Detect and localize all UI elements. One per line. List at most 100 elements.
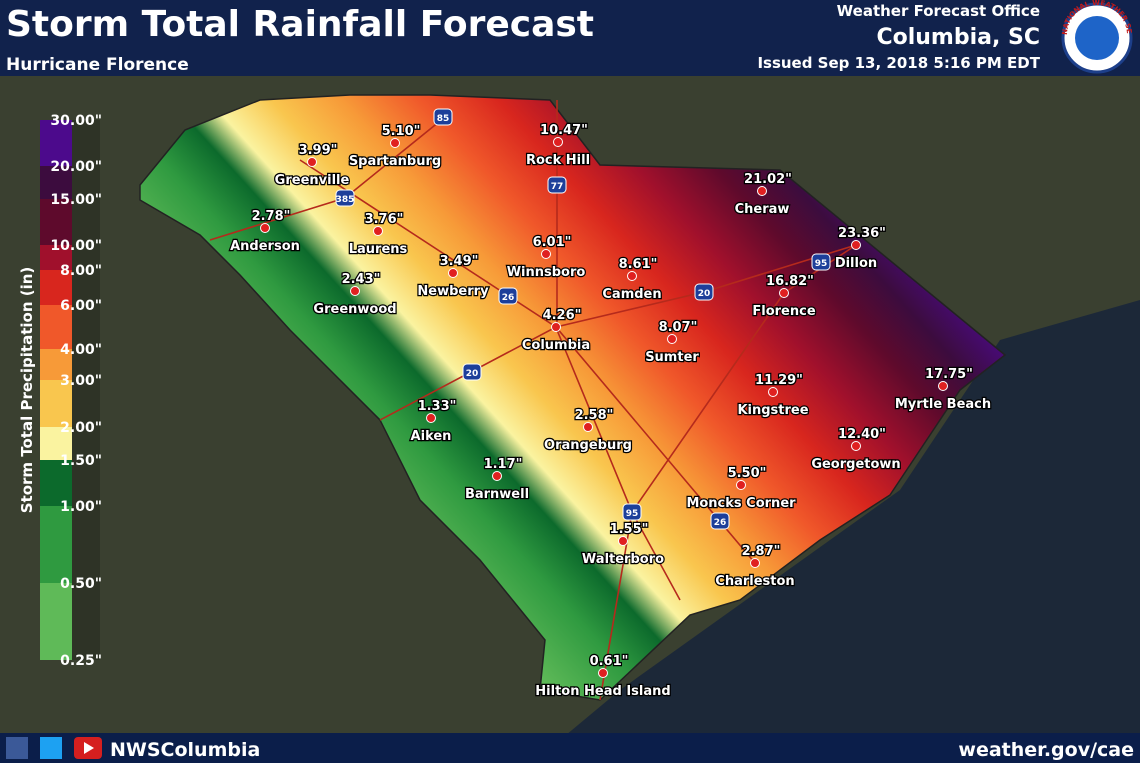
city-value: 1.55" <box>610 522 649 537</box>
city-dot <box>350 286 360 296</box>
city-value: 3.99" <box>299 143 338 158</box>
city-name: Columbia <box>522 338 590 353</box>
legend-swatch <box>40 120 72 166</box>
legend-swatch <box>40 166 72 199</box>
legend-label: 10.00" <box>50 238 102 254</box>
cities: 5.10" Spartanburg 3.99" Greenville 10.47" Roc… <box>229 122 993 701</box>
city-name: Myrtle Beach <box>895 397 991 412</box>
city-name: Dillon <box>835 256 877 271</box>
legend-swatch <box>40 460 72 506</box>
legend-swatch <box>40 427 72 460</box>
legend-swatch <box>40 199 72 245</box>
city-name: Winnsboro <box>507 265 586 280</box>
city-dot <box>583 422 593 432</box>
city-dot <box>618 536 628 546</box>
legend-swatch <box>40 349 72 380</box>
legend: 30.00" 20.00" 15.00" 10.00" 8.00" 6.00" 4.00" 3… <box>40 113 102 669</box>
city-dot <box>627 271 637 281</box>
play-glyph <box>84 742 94 754</box>
shield <box>622 503 642 521</box>
city-value: 2.43" <box>342 272 381 287</box>
shield-number: 20 <box>466 369 479 379</box>
shield <box>462 363 482 381</box>
legend-label: 30.00" <box>50 113 102 129</box>
legend-swatch <box>40 583 72 660</box>
shield <box>811 253 831 271</box>
legend-label: 20.00" <box>50 159 102 175</box>
city-dot <box>492 471 502 481</box>
city-value: 12.40" <box>838 427 886 442</box>
shield <box>694 283 714 301</box>
city-value: 2.87" <box>742 544 781 559</box>
city-dot <box>851 240 861 250</box>
legend-label: 15.00" <box>50 192 102 208</box>
legend-swatch <box>40 270 72 305</box>
city-value: 1.33" <box>418 399 457 414</box>
city-name: Orangeburg <box>544 438 632 453</box>
twitter-icon[interactable] <box>40 737 62 759</box>
city-value: 5.50" <box>728 466 767 481</box>
shield-number: 26 <box>714 518 727 528</box>
facebook-icon[interactable] <box>6 737 28 759</box>
header-bar <box>0 0 1140 76</box>
city-name: Sumter <box>645 350 699 365</box>
city-name: Greenville <box>275 173 350 188</box>
city-name: Moncks Corner <box>686 496 796 511</box>
city-dot <box>373 226 383 236</box>
office: Weather Forecast Office <box>837 2 1040 20</box>
city-value: 0.61" <box>590 654 629 669</box>
city-value: 11.29" <box>755 373 803 388</box>
city-value: 21.02" <box>744 172 792 187</box>
legend-label: 0.50" <box>60 576 102 592</box>
city-name: Charleston <box>715 574 794 589</box>
legend-label: 6.00" <box>60 298 102 314</box>
highway-shields: 85 77 385 26 20 95 20 95 26 <box>335 108 831 530</box>
city-value: 1.17" <box>484 457 523 472</box>
location: Columbia, SC <box>876 25 1040 50</box>
nws-logo-inner <box>1075 16 1119 60</box>
city-value: 5.10" <box>382 124 421 139</box>
footer-handle[interactable]: NWSColumbia <box>110 739 260 761</box>
legend-swatch <box>40 506 72 583</box>
city-value: 8.07" <box>659 320 698 335</box>
issued: Issued Sep 13, 2018 5:16 PM EDT <box>757 54 1040 72</box>
legend-label: 3.00" <box>60 373 102 389</box>
shield-number: 77 <box>551 182 564 192</box>
city-dot <box>736 480 746 490</box>
legend-label: 1.00" <box>60 499 102 515</box>
city-name: Camden <box>602 287 661 302</box>
legend-label: 8.00" <box>60 263 102 279</box>
city-dot <box>260 223 270 233</box>
shield <box>433 108 453 126</box>
city-dot <box>390 138 400 148</box>
city-dot <box>551 322 561 332</box>
city-name: Aiken <box>411 429 452 444</box>
city-name: Walterboro <box>582 552 664 567</box>
city-dot <box>426 413 436 423</box>
legend-label: 0.25" <box>60 653 102 669</box>
state-rainfall <box>139 94 1007 701</box>
city-value: 16.82" <box>766 274 814 289</box>
shield-number: 20 <box>698 289 711 299</box>
legend-swatch <box>40 380 72 427</box>
city-name: Georgetown <box>811 457 900 472</box>
shield-number: 385 <box>336 195 355 205</box>
shield <box>498 287 518 305</box>
city-value: 8.61" <box>619 257 658 272</box>
city-dot <box>750 558 760 568</box>
city-value: 2.78" <box>252 209 291 224</box>
city-dot <box>553 137 563 147</box>
city-dot <box>938 381 948 391</box>
city-value: 10.47" <box>540 123 588 138</box>
city-dot <box>779 288 789 298</box>
city-name: Spartanburg <box>349 154 441 169</box>
city-name: Newberry <box>417 284 489 299</box>
city-value: 2.58" <box>575 408 614 423</box>
legend-title: Storm Total Precipitation (in) <box>18 267 36 514</box>
shield <box>335 189 355 207</box>
city-name: Florence <box>752 304 815 319</box>
shield-number: 85 <box>437 114 450 124</box>
footer-url[interactable]: weather.gov/cae <box>958 739 1134 761</box>
city-name: Barnwell <box>465 487 529 502</box>
